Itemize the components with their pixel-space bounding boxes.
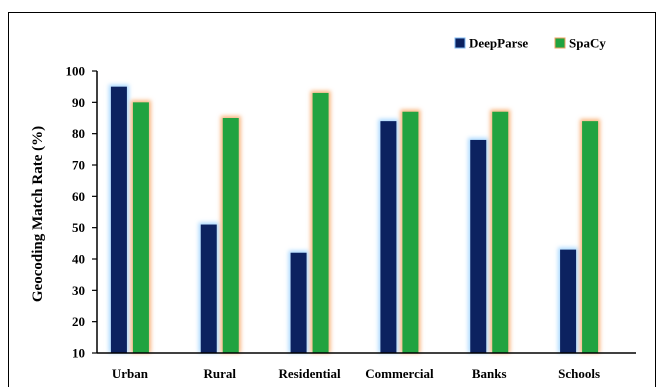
y-tick-label: 60 [72,189,85,204]
y-tick-label: 10 [72,346,85,361]
y-tick-label: 90 [72,95,85,110]
bar-spacy-banks [492,111,509,353]
y-tick-label: 100 [66,64,86,79]
y-tick-label: 40 [72,252,85,267]
y-tick-label: 30 [72,283,85,298]
bar-deepparse-schools [560,249,577,353]
x-category-label: Rural [204,366,237,381]
legend-label-deepparse: DeepParse [469,36,528,51]
x-category-label: Schools [558,366,600,381]
y-tick-label: 50 [72,220,85,235]
bar-spacy-schools [582,121,599,353]
bar-spacy-urban [132,102,149,353]
bar-spacy-commercial [402,111,419,353]
bar-deepparse-commercial [380,121,397,353]
bar-spacy-residential [312,92,329,353]
bar-deepparse-urban [110,86,127,354]
x-category-label: Commercial [365,366,434,381]
legend: DeepParse SpaCy [454,36,606,51]
chart-frame [8,12,656,387]
x-category-label: Residential [279,366,342,381]
legend-swatch-deepparse [454,37,466,49]
legend-label-spacy: SpaCy [569,36,606,51]
y-tick-label: 20 [72,314,85,329]
x-category-label: Banks [472,366,507,381]
bar-deepparse-residential [290,252,307,353]
x-category-label: Urban [112,366,149,381]
legend-swatch-spacy [554,37,566,49]
bar-spacy-rural [222,118,239,353]
bar-deepparse-rural [200,224,217,353]
y-tick-label: 70 [72,158,85,173]
y-axis-label: Geocoding Match Rate (%) [30,126,46,302]
bar-deepparse-banks [470,139,487,353]
y-tick-label: 80 [72,126,85,141]
